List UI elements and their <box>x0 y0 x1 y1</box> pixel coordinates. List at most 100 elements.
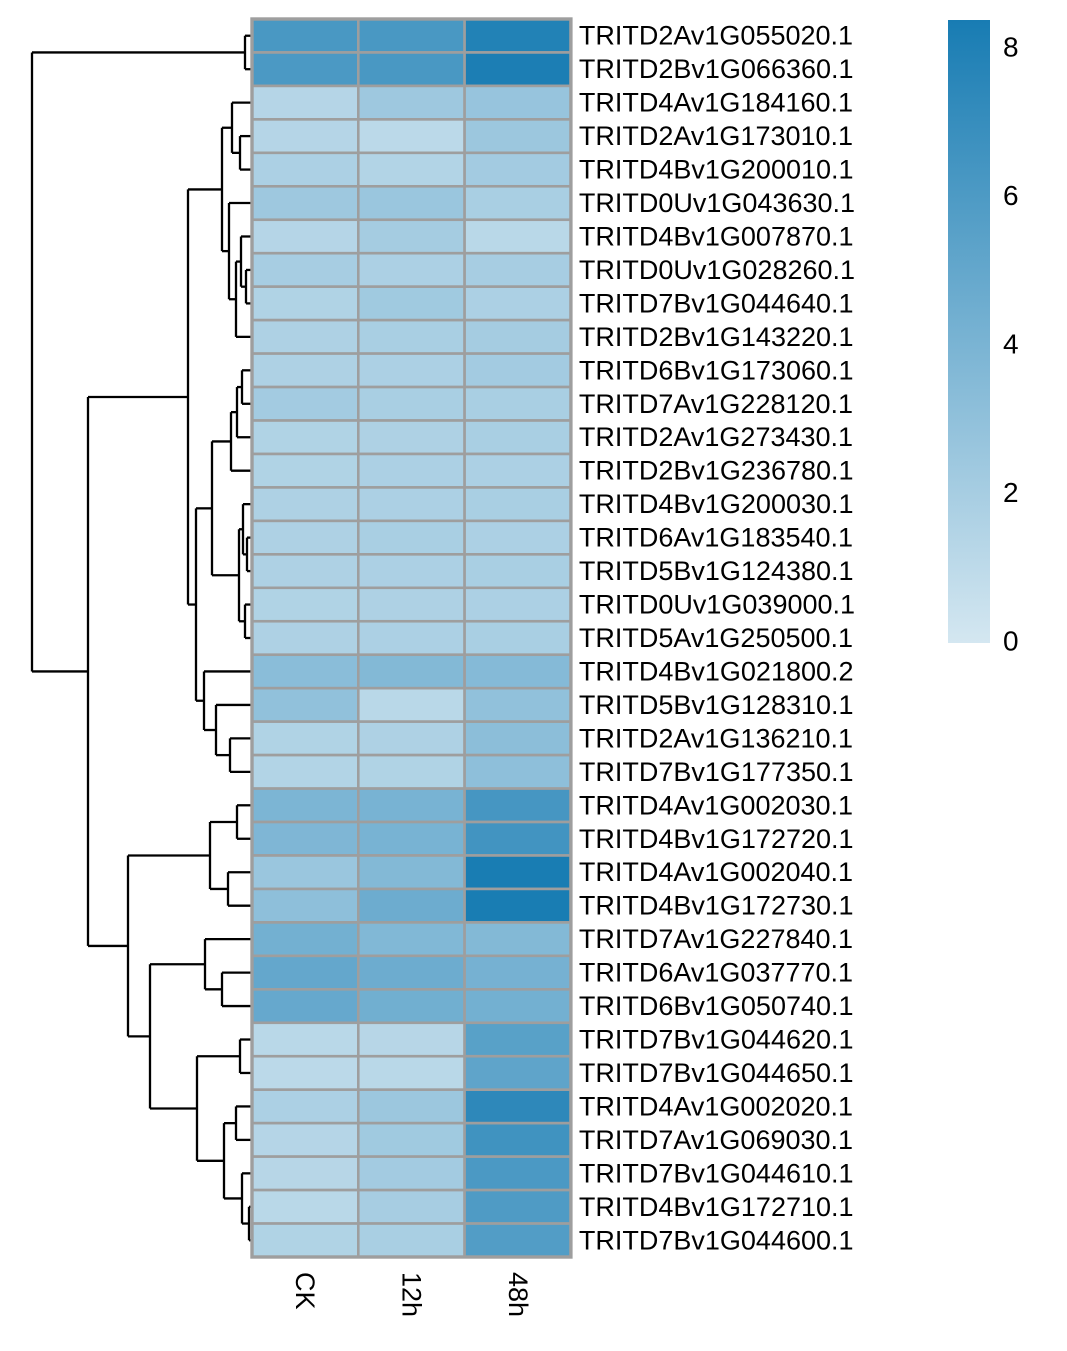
heatmap-cell <box>356 787 466 824</box>
heatmap-cell <box>356 686 466 723</box>
heatmap-cell <box>356 151 466 188</box>
heatmap-cell <box>463 753 573 790</box>
gene-label: TRITD4Av1G002030.1 <box>579 790 853 820</box>
heatmap-grid <box>250 17 573 1259</box>
gene-label: TRITD6Av1G183540.1 <box>579 523 853 553</box>
column-labels: CK 12h 48h <box>290 1272 533 1317</box>
heatmap-cell <box>250 921 360 958</box>
gene-label: TRITD2Av1G273430.1 <box>579 422 853 452</box>
heatmap-cell <box>356 318 466 355</box>
heatmap-cell <box>250 452 360 489</box>
heatmap-cell <box>356 988 466 1025</box>
heatmap-cell <box>356 854 466 891</box>
heatmap-cell <box>250 84 360 121</box>
column-label: 12h <box>396 1272 426 1317</box>
gene-label: TRITD2Av1G173010.1 <box>579 121 853 151</box>
heatmap-cell <box>463 1021 573 1058</box>
heatmap-cell <box>250 385 360 422</box>
gene-label: TRITD4Bv1G200010.1 <box>579 155 854 185</box>
gene-label: TRITD4Bv1G172710.1 <box>579 1192 854 1222</box>
heatmap-cell <box>356 51 466 88</box>
legend-tick-label: 6 <box>1003 180 1019 211</box>
gene-label: TRITD4Av1G184160.1 <box>579 88 853 118</box>
heatmap-cell <box>250 285 360 322</box>
heatmap-cell <box>463 820 573 857</box>
gene-label: TRITD0Uv1G028260.1 <box>579 255 855 285</box>
gene-label: TRITD7Bv1G044650.1 <box>579 1058 854 1088</box>
heatmap-cell <box>463 887 573 924</box>
legend-tick-label: 2 <box>1003 477 1019 508</box>
heatmap-cell <box>250 1021 360 1058</box>
heatmap-cell <box>463 1054 573 1092</box>
gene-label: TRITD2Av1G055020.1 <box>579 21 853 51</box>
gene-label: TRITD4Av1G002040.1 <box>579 857 853 887</box>
heatmap-cell <box>356 352 466 389</box>
heatmap-cell <box>463 51 573 88</box>
gene-label: TRITD7Bv1G044640.1 <box>579 288 854 318</box>
heatmap-cell <box>463 954 573 991</box>
heatmap-cell <box>356 84 466 121</box>
heatmap-cell <box>356 452 466 489</box>
heatmap-cell <box>463 988 573 1025</box>
heatmap-cell <box>250 17 360 54</box>
heatmap-cell <box>463 452 573 489</box>
heatmap-cell <box>250 753 360 790</box>
heatmap-cell <box>250 151 360 188</box>
heatmap-cell <box>356 887 466 924</box>
legend-tick-label: 0 <box>1003 626 1019 657</box>
heatmap-cell <box>250 118 360 155</box>
heatmap-cell <box>250 854 360 891</box>
gene-label: TRITD6Bv1G050740.1 <box>579 991 854 1021</box>
heatmap-cell <box>250 1222 360 1259</box>
heatmap-cell <box>356 519 466 556</box>
heatmap-cell <box>250 1088 360 1125</box>
heatmap-cell <box>463 285 573 322</box>
heatmap-cell <box>356 653 466 690</box>
heatmap-cell <box>250 988 360 1025</box>
heatmap-cell <box>356 1222 466 1259</box>
heatmap-cell <box>250 1188 360 1225</box>
gene-label: TRITD7Bv1G177350.1 <box>579 757 854 787</box>
gene-label: TRITD5Av1G250500.1 <box>579 623 853 653</box>
gene-label: TRITD7Bv1G044610.1 <box>579 1158 854 1188</box>
heatmap-cell <box>250 619 360 657</box>
heatmap-cell <box>356 619 466 657</box>
gene-label: TRITD5Bv1G124380.1 <box>579 556 854 586</box>
heatmap-cell <box>250 486 360 523</box>
legend-tick-label: 4 <box>1003 329 1019 360</box>
heatmap-cell <box>463 17 573 54</box>
row-dendrogram <box>30 34 251 1242</box>
heatmap-cell <box>356 1188 466 1225</box>
gene-label: TRITD4Bv1G172730.1 <box>579 891 854 921</box>
heatmap-cell <box>463 318 573 355</box>
heatmap-cell <box>463 787 573 824</box>
heatmap-cell <box>356 251 466 288</box>
heatmap-cell <box>463 921 573 958</box>
heatmap-cell <box>356 586 466 623</box>
gene-label: TRITD7Av1G228120.1 <box>579 389 853 419</box>
heatmap-cell <box>250 686 360 723</box>
heatmap-cell <box>356 753 466 790</box>
gene-label: TRITD7Bv1G044620.1 <box>579 1025 854 1055</box>
heatmap-cell <box>463 1121 573 1158</box>
heatmap-cell <box>250 586 360 623</box>
heatmap-cell <box>463 1088 573 1125</box>
heatmap-cell <box>356 1121 466 1158</box>
heatmap-cell <box>356 720 466 757</box>
heatmap-cell <box>463 586 573 623</box>
gene-label: TRITD7Bv1G044600.1 <box>579 1225 854 1255</box>
gene-label: TRITD7Av1G227840.1 <box>579 924 853 954</box>
heatmap-cell <box>250 51 360 88</box>
heatmap-cell <box>463 686 573 723</box>
gene-label: TRITD2Bv1G066360.1 <box>579 54 854 84</box>
heatmap-cell <box>463 519 573 556</box>
gene-label: TRITD4Bv1G007870.1 <box>579 221 854 251</box>
gene-label: TRITD6Bv1G173060.1 <box>579 355 854 385</box>
heatmap-cell <box>356 1021 466 1058</box>
heatmap-cell <box>250 887 360 924</box>
gene-label: TRITD7Av1G069030.1 <box>579 1125 853 1155</box>
heatmap-cell <box>250 653 360 690</box>
heatmap-cell <box>356 921 466 958</box>
